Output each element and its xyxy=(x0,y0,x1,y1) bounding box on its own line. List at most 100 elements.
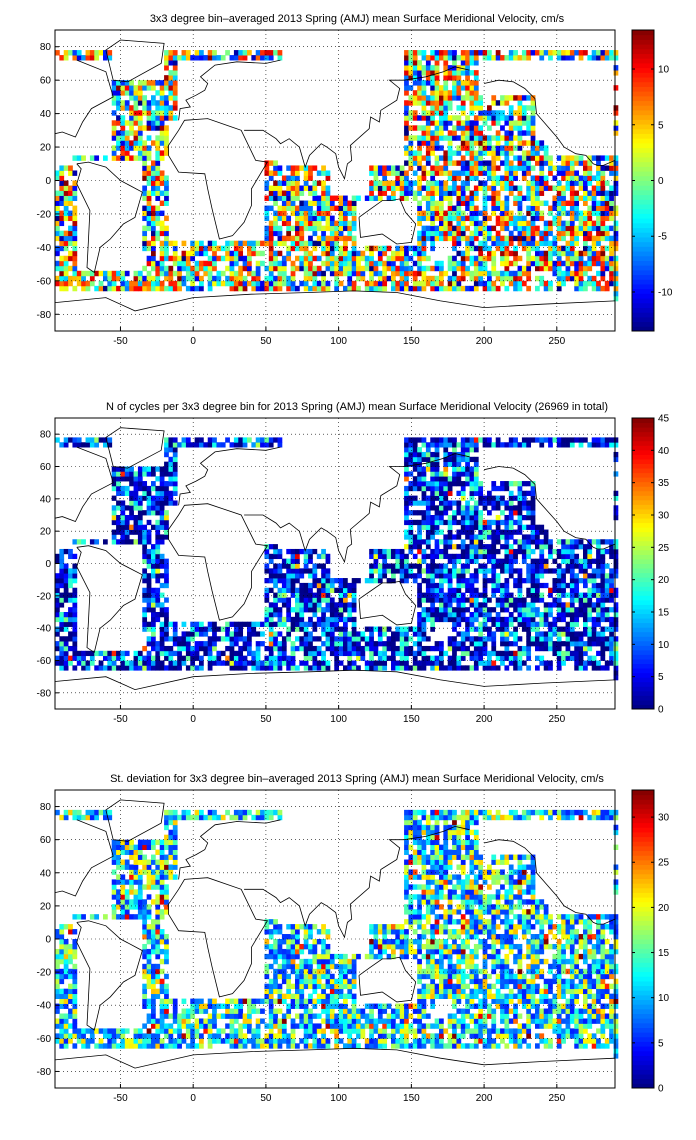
heatmap-cell xyxy=(133,505,139,511)
heatmap-cell xyxy=(404,451,409,458)
heatmap-cell xyxy=(487,235,492,242)
heatmap-cell xyxy=(421,558,427,564)
heatmap-cell xyxy=(517,505,523,511)
heatmap-cell xyxy=(308,655,313,661)
heatmap-cell xyxy=(404,466,409,472)
heatmap-cell xyxy=(146,85,152,91)
heatmap-cell xyxy=(63,573,69,579)
heatmap-cell xyxy=(412,544,418,550)
heatmap-cell xyxy=(456,145,462,151)
heatmap-cell xyxy=(373,260,379,267)
heatmap-cell xyxy=(447,655,453,661)
heatmap-cell xyxy=(377,270,383,277)
heatmap-cell xyxy=(469,510,475,516)
heatmap-cell xyxy=(386,195,392,201)
heatmap-cell xyxy=(543,235,549,242)
heatmap-cell xyxy=(535,245,540,252)
heatmap-cell xyxy=(124,665,130,671)
heatmap-cell xyxy=(334,665,340,671)
heatmap-cell xyxy=(513,145,518,151)
heatmap-cell xyxy=(443,270,449,277)
heatmap-cell xyxy=(417,285,422,292)
heatmap-cell xyxy=(600,245,606,252)
heatmap-cell xyxy=(168,437,174,443)
heatmap-cell xyxy=(255,631,261,637)
heatmap-cell xyxy=(242,265,248,272)
heatmap-cell xyxy=(334,645,340,652)
heatmap-cell xyxy=(194,265,200,272)
heatmap-cell xyxy=(495,548,501,555)
heatmap-cell xyxy=(491,587,497,593)
heatmap-cell xyxy=(417,260,422,267)
heatmap-cell xyxy=(369,190,374,196)
heatmap-cell xyxy=(460,529,466,535)
heatmap-cell xyxy=(439,100,444,106)
heatmap-cell xyxy=(456,230,462,237)
heatmap-cell xyxy=(443,180,449,186)
heatmap-cell xyxy=(465,515,470,521)
heatmap-cell xyxy=(281,180,287,186)
heatmap-cell xyxy=(299,616,305,623)
heatmap-cell xyxy=(421,255,427,262)
heatmap-cell xyxy=(308,573,313,579)
heatmap-cell xyxy=(404,500,409,506)
heatmap-cell xyxy=(495,140,501,146)
heatmap-cell xyxy=(447,220,453,227)
heatmap-cell xyxy=(452,70,457,76)
heatmap-cell xyxy=(338,607,344,613)
heatmap-cell xyxy=(229,442,235,448)
heatmap-cell xyxy=(600,195,606,201)
heatmap-cell xyxy=(482,240,488,247)
heatmap-cell xyxy=(517,655,523,661)
heatmap-cell xyxy=(487,230,492,237)
heatmap-cell xyxy=(425,75,431,81)
heatmap-cell xyxy=(434,50,440,56)
heatmap-cell xyxy=(425,70,431,76)
heatmap-cell xyxy=(63,185,69,191)
heatmap-cell xyxy=(417,265,422,272)
heatmap-cell xyxy=(526,573,532,579)
heatmap-cell xyxy=(268,260,274,267)
heatmap-cell xyxy=(295,548,300,555)
heatmap-cell xyxy=(129,125,134,131)
heatmap-cell xyxy=(513,110,518,116)
heatmap-cell xyxy=(508,270,514,277)
heatmap-cell xyxy=(447,170,453,176)
heatmap-cell xyxy=(124,135,130,141)
heatmap-cell xyxy=(120,660,126,666)
heatmap-cell xyxy=(425,456,431,463)
heatmap-cell xyxy=(487,175,492,181)
heatmap-cell xyxy=(286,245,292,252)
heatmap-cell xyxy=(417,50,422,56)
heatmap-cell xyxy=(343,260,348,267)
heatmap-cell xyxy=(508,544,514,550)
heatmap-cell xyxy=(504,95,510,101)
heatmap-cell xyxy=(613,280,619,287)
heatmap-cell xyxy=(159,170,165,176)
heatmap-cell xyxy=(561,250,566,257)
heatmap-cell xyxy=(55,230,60,237)
heatmap-cell xyxy=(530,200,536,206)
heatmap-cell xyxy=(521,105,527,111)
heatmap-cell xyxy=(556,235,562,242)
heatmap-cell xyxy=(364,641,370,647)
heatmap-cell xyxy=(264,612,270,618)
heatmap-cell xyxy=(530,245,536,252)
heatmap-cell xyxy=(233,55,239,61)
heatmap-cell xyxy=(434,65,440,71)
heatmap-cell xyxy=(308,220,313,227)
heatmap-cell xyxy=(377,255,383,262)
heatmap-cell xyxy=(456,471,462,477)
heatmap-cell xyxy=(155,568,161,574)
heatmap-cell xyxy=(526,510,532,516)
heatmap-cell xyxy=(443,481,449,487)
heatmap-cell xyxy=(478,255,484,262)
heatmap-cell xyxy=(491,255,497,262)
heatmap-cell xyxy=(76,650,82,657)
heatmap-cell xyxy=(81,285,86,292)
heatmap-cell xyxy=(565,200,571,206)
heatmap-cell xyxy=(530,215,536,222)
heatmap-cell xyxy=(561,230,566,237)
heatmap-cell xyxy=(286,558,292,564)
heatmap-cell xyxy=(255,655,261,661)
